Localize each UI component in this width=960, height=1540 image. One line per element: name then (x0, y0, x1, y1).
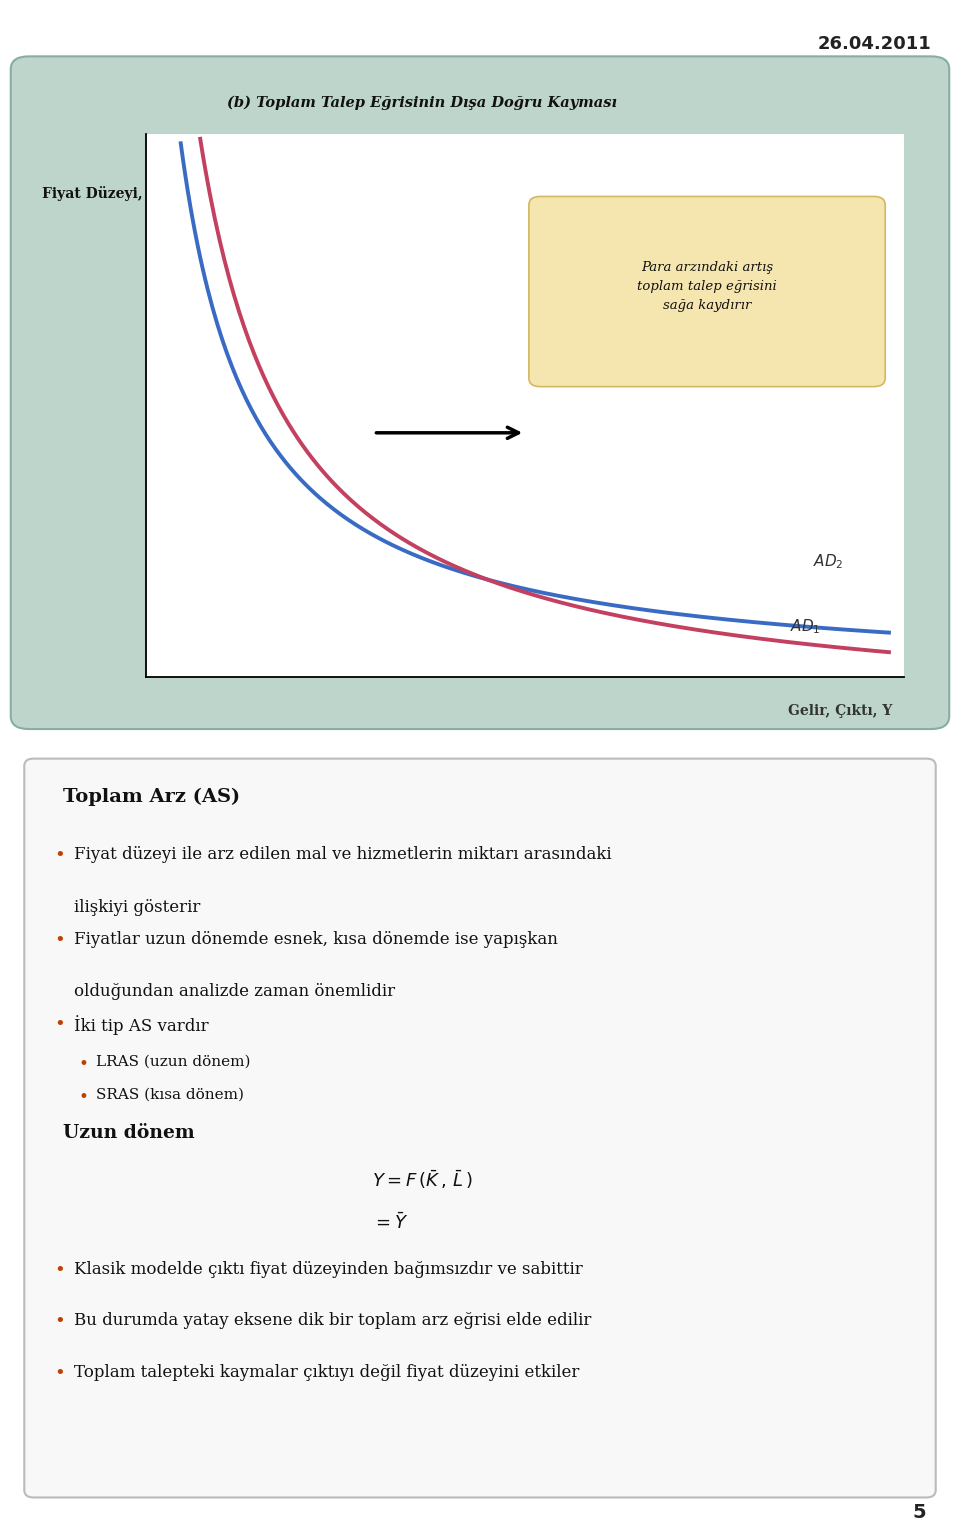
Text: •: • (54, 1363, 65, 1381)
Text: Fiyatlar uzun dönemde esnek, kısa dönemde ise yapışkan: Fiyatlar uzun dönemde esnek, kısa dönemd… (74, 930, 558, 947)
Text: Uzun dönem: Uzun dönem (63, 1124, 195, 1143)
Text: Klasik modelde çıktı fiyat düzeyinden bağımsızdır ve sabittir: Klasik modelde çıktı fiyat düzeyinden ba… (74, 1261, 583, 1278)
Text: •: • (79, 1087, 88, 1106)
Text: İki tip AS vardır: İki tip AS vardır (74, 1015, 208, 1035)
Text: Toplam Arz (AS): Toplam Arz (AS) (63, 788, 240, 805)
Text: •: • (79, 1055, 88, 1073)
Text: olduğundan analizde zaman önemlidir: olduğundan analizde zaman önemlidir (74, 983, 396, 999)
Text: (b) Toplam Talep Eğrisinin Dışa Doğru Kayması: (b) Toplam Talep Eğrisinin Dışa Doğru Ka… (228, 95, 617, 109)
Text: Fiyat Düzeyi, P: Fiyat Düzeyi, P (42, 186, 158, 200)
Text: $= \bar{Y}$: $= \bar{Y}$ (372, 1212, 408, 1234)
Text: Bu durumda yatay eksene dik bir toplam arz eğrisi elde edilir: Bu durumda yatay eksene dik bir toplam a… (74, 1312, 591, 1329)
Text: LRAS (uzun dönem): LRAS (uzun dönem) (96, 1055, 251, 1069)
FancyBboxPatch shape (529, 197, 885, 387)
Text: •: • (54, 847, 65, 864)
Text: $AD_2$: $AD_2$ (813, 551, 844, 571)
Text: SRAS (kısa dönem): SRAS (kısa dönem) (96, 1087, 245, 1101)
FancyBboxPatch shape (11, 57, 949, 728)
Text: •: • (54, 1312, 65, 1331)
Text: Gelir, Çıktı, Y: Gelir, Çıktı, Y (788, 704, 893, 719)
Text: 26.04.2011: 26.04.2011 (818, 35, 931, 54)
Text: •: • (54, 1261, 65, 1280)
Text: •: • (54, 930, 65, 949)
Text: $AD_1$: $AD_1$ (790, 618, 821, 636)
Text: ilişkiyi gösterir: ilişkiyi gösterir (74, 899, 201, 916)
Text: Toplam talepteki kaymalar çıktıyı değil fiyat düzeyini etkiler: Toplam talepteki kaymalar çıktıyı değil … (74, 1363, 579, 1380)
Text: Para arzındaki artış
toplam talep eğrisini
sağa kaydırır: Para arzındaki artış toplam talep eğrisi… (637, 260, 777, 311)
Text: 5: 5 (913, 1503, 926, 1522)
Text: $Y = F\,(\bar{K}\,,\,\bar{L}\,)$: $Y = F\,(\bar{K}\,,\,\bar{L}\,)$ (372, 1169, 472, 1190)
FancyBboxPatch shape (24, 759, 936, 1497)
Text: •: • (54, 1015, 65, 1033)
Text: Fiyat düzeyi ile arz edilen mal ve hizmetlerin miktarı arasındaki: Fiyat düzeyi ile arz edilen mal ve hizme… (74, 847, 612, 864)
